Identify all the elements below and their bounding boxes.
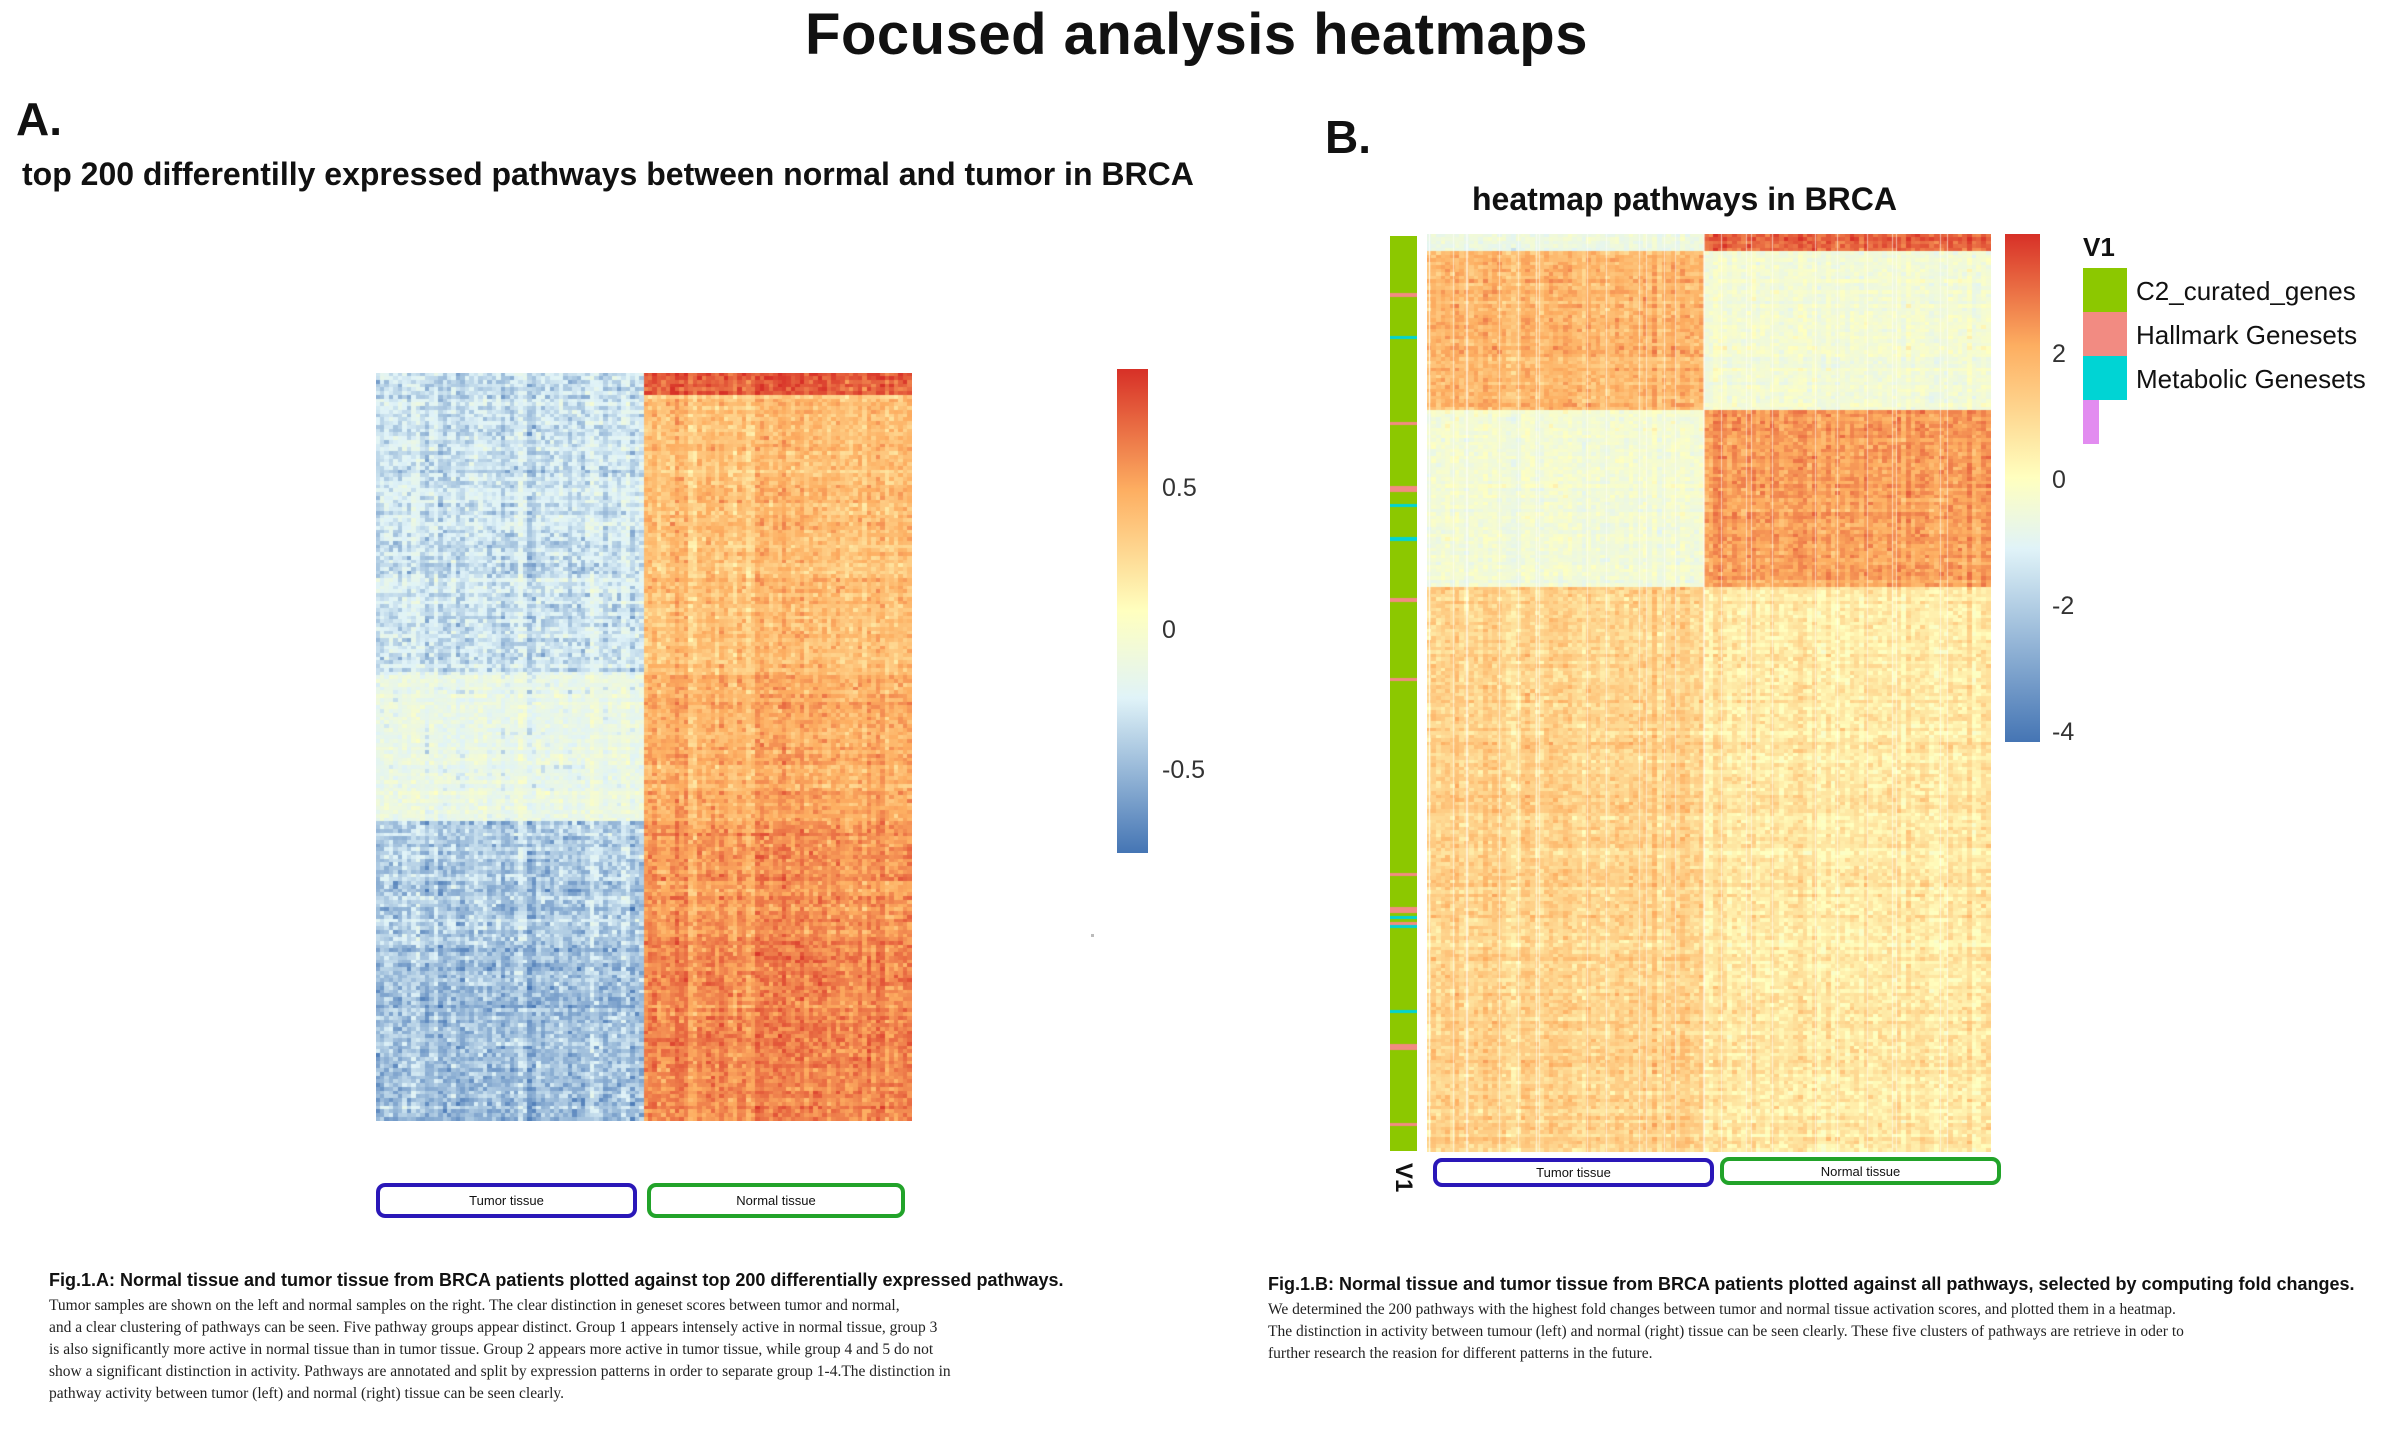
scale-b-tick-2: -2 <box>2052 592 2074 621</box>
color-scale-a <box>1117 369 1148 853</box>
tumor-tissue-box-a: Tumor tissue <box>376 1183 637 1218</box>
legend-swatch-metabolic <box>2083 356 2127 400</box>
caption-b-line: further research the reasion for differe… <box>1268 1343 2368 1365</box>
panel-b-title: heatmap pathways in BRCA <box>1472 181 1897 218</box>
caption-b-line: We determined the 200 pathways with the … <box>1268 1299 2368 1321</box>
heatmap-b <box>1427 234 1991 1152</box>
panel-b-letter: B. <box>1325 110 1371 164</box>
scale-a-tick-0: 0.5 <box>1162 474 1197 503</box>
caption-b-line: The distinction in activity between tumo… <box>1268 1321 2368 1343</box>
scale-a-tick-1: 0 <box>1162 616 1176 645</box>
caption-a-line: Tumor samples are shown on the left and … <box>49 1295 1129 1317</box>
legend-swatch-hallmark <box>2083 312 2127 356</box>
scale-b-tick-1: 0 <box>2052 466 2066 495</box>
stray-dot <box>1091 934 1094 937</box>
legend-swatch-other <box>2083 400 2099 444</box>
caption-a-line: is also significantly more active in nor… <box>49 1339 1129 1361</box>
normal-tissue-box-a: Normal tissue <box>647 1183 905 1218</box>
caption-b-title: Fig.1.B: Normal tissue and tumor tissue … <box>1268 1274 2355 1295</box>
caption-b-body: We determined the 200 pathways with the … <box>1268 1299 2368 1365</box>
panel-a-title: top 200 differentilly expressed pathways… <box>22 156 1194 193</box>
legend-label-hallmark: Hallmark Genesets <box>2136 320 2357 351</box>
annotation-bar-v1 <box>1390 236 1417 1151</box>
scale-b-tick-0: 2 <box>2052 340 2066 369</box>
panel-a-letter: A. <box>16 92 62 146</box>
normal-tissue-box-b: Normal tissue <box>1720 1157 2001 1185</box>
legend-swatch-c2 <box>2083 268 2127 312</box>
legend-label-metabolic: Metabolic Genesets <box>2136 364 2366 395</box>
annotation-axis-label: V1 <box>1389 1163 1417 1192</box>
caption-a-line: and a clear clustering of pathways can b… <box>49 1317 1129 1339</box>
page-title: Focused analysis heatmaps <box>0 0 2393 70</box>
caption-a-line: show a significant distinction in activi… <box>49 1361 1129 1383</box>
scale-a-tick-2: -0.5 <box>1162 756 1205 785</box>
caption-a-title: Fig.1.A: Normal tissue and tumor tissue … <box>49 1270 1064 1291</box>
color-scale-b <box>2005 234 2040 742</box>
tumor-tissue-box-b: Tumor tissue <box>1433 1158 1714 1187</box>
heatmap-a <box>376 373 912 1121</box>
legend-label-c2: C2_curated_genes <box>2136 276 2356 307</box>
legend-title: V1 <box>2083 232 2115 263</box>
scale-b-tick-3: -4 <box>2052 718 2074 747</box>
caption-a-line: pathway activity between tumor (left) an… <box>49 1383 1129 1405</box>
caption-a-body: Tumor samples are shown on the left and … <box>49 1295 1129 1405</box>
